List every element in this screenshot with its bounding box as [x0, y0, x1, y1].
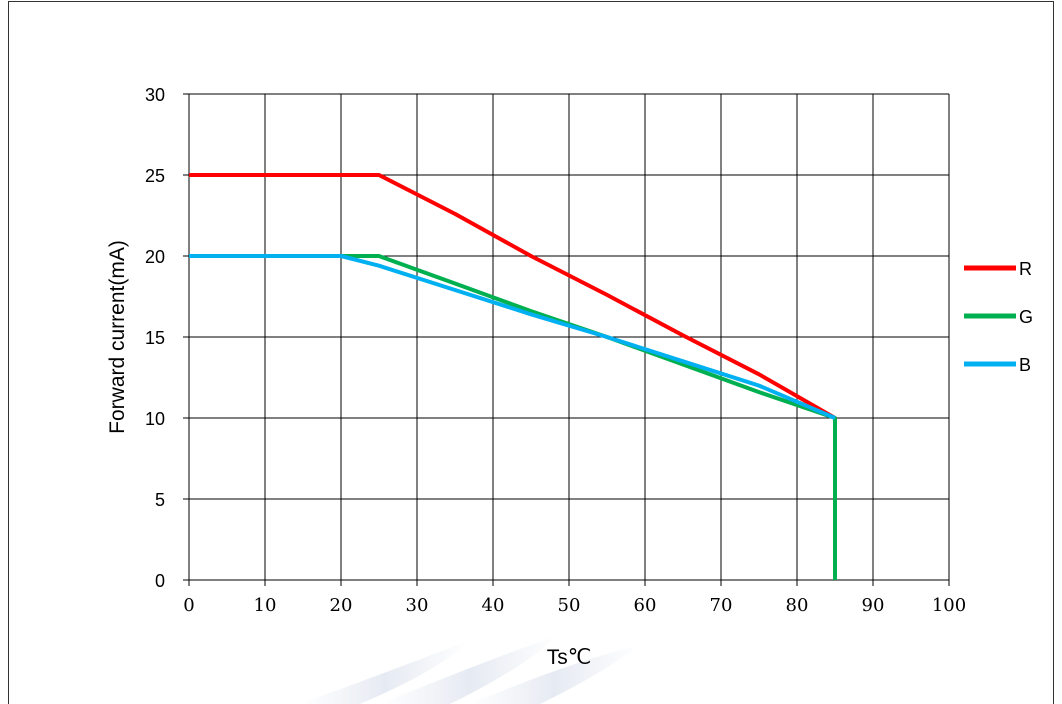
series-line-b	[189, 254, 836, 420]
series-line-r	[189, 173, 837, 580]
legend-label-g: G	[1019, 307, 1033, 327]
watermark-swoosh	[300, 635, 640, 704]
x-tick-label: 70	[710, 595, 733, 616]
x-tick-label: 40	[482, 595, 505, 616]
series-lines	[189, 173, 837, 580]
x-tick-label: 80	[786, 595, 809, 616]
y-tick-label: 10	[145, 409, 165, 429]
tick-labels: 0 10 20 30 40 50 60 70 80 90 100 0 5 10 15 20 25 30	[145, 85, 966, 616]
x-tick-label: 100	[932, 595, 966, 616]
y-axis-label: Forward current(mA)	[106, 240, 129, 434]
y-tick-label: 0	[155, 571, 165, 591]
chart-frame	[8, 1, 1054, 704]
y-tick-label: 15	[145, 328, 165, 348]
y-tick-label: 30	[145, 85, 165, 105]
y-tick-label: 5	[155, 490, 165, 510]
x-tick-label: 0	[183, 595, 194, 616]
x-tick-label: 10	[254, 595, 277, 616]
legend-label-b: B	[1019, 355, 1031, 375]
x-tick-label: 50	[558, 595, 581, 616]
x-tick-label: 60	[634, 595, 657, 616]
y-tick-label: 25	[145, 166, 165, 186]
x-tick-label: 30	[406, 595, 429, 616]
x-axis-label: Ts℃	[547, 646, 592, 669]
legend: R G B	[964, 259, 1033, 375]
x-tick-label: 90	[862, 595, 885, 616]
y-tick-label: 20	[145, 247, 165, 267]
x-tick-label: 20	[330, 595, 353, 616]
legend-label-r: R	[1019, 259, 1032, 279]
